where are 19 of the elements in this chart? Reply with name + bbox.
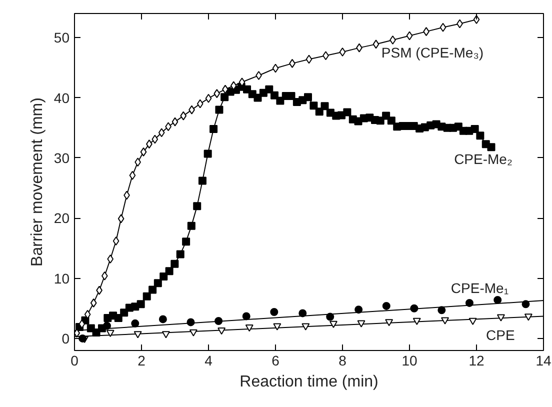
y-tick-label: 50: [54, 30, 70, 46]
series-label: PSM (CPE-Me₃): [381, 44, 484, 61]
x-tick-label: 10: [402, 352, 418, 368]
x-axis-title: Reaction time (min): [240, 374, 378, 390]
y-tick-label: 20: [54, 210, 70, 226]
x-tick-label: 8: [338, 352, 347, 368]
y-tick-label: 30: [54, 150, 70, 166]
legend-label: CPE-Me₂: [454, 151, 512, 168]
legend-label: CPE-Me₁: [450, 280, 509, 296]
legend-label: CPE: [486, 327, 515, 344]
y-tick-label: 40: [54, 90, 70, 106]
x-tick-label: 6: [272, 352, 280, 368]
x-tick-label: 14: [536, 352, 552, 368]
x-tick-label: 12: [468, 352, 484, 368]
x-tick-label: 2: [138, 352, 146, 368]
x-tick-label: 4: [204, 352, 213, 368]
y-axis-title: Barrier movement (mm): [28, 98, 46, 266]
y-tick-label: 10: [54, 270, 70, 286]
y-tick-label: 0: [62, 330, 70, 346]
